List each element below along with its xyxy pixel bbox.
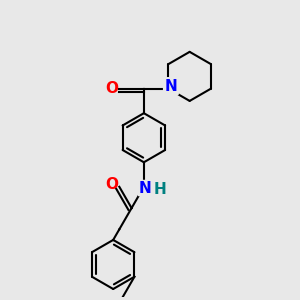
Text: H: H bbox=[153, 182, 166, 197]
Text: N: N bbox=[164, 79, 177, 94]
Text: O: O bbox=[106, 81, 118, 96]
Text: N: N bbox=[164, 79, 177, 94]
Text: N: N bbox=[139, 181, 152, 196]
Text: O: O bbox=[106, 177, 118, 192]
